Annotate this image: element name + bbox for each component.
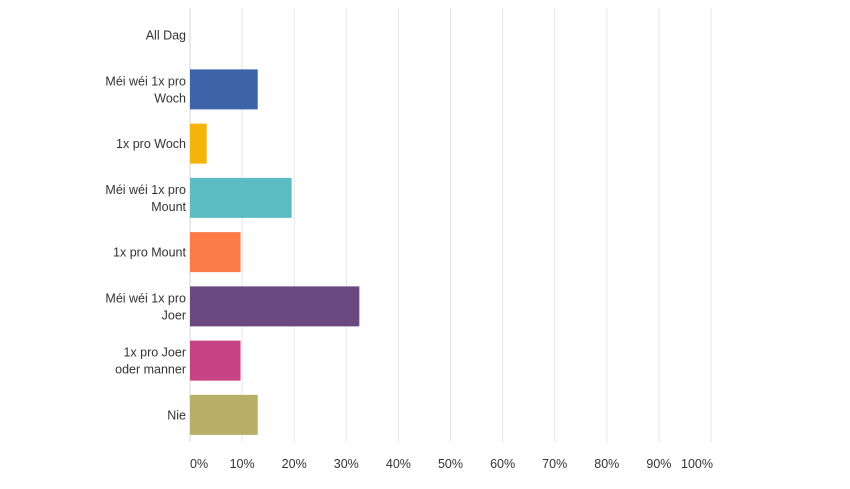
- x-tick-label-7: 70%: [542, 457, 567, 471]
- x-tick-label-6: 60%: [490, 457, 515, 471]
- category-label-6: 1x pro Joer oder manner: [115, 346, 186, 377]
- x-tick-label-1: 10%: [230, 457, 255, 471]
- x-tick-label-5: 50%: [438, 457, 463, 471]
- category-labels: All Dag Méi wéi 1x pro Woch 1x pro Woch Méi …: [105, 29, 186, 423]
- x-tick-labels: 0% 10% 20% 30% 40% 50% 60% 70% 80% 90% 100%: [190, 457, 713, 471]
- grid-lines: [189, 8, 712, 442]
- bar-6[interactable]: [190, 340, 241, 381]
- x-tick-label-3: 30%: [334, 457, 359, 471]
- x-tick-label-9: 90%: [646, 457, 671, 471]
- bar-7[interactable]: [190, 394, 258, 435]
- x-tick-label-4: 40%: [386, 457, 411, 471]
- bar-1[interactable]: [190, 69, 258, 110]
- category-label-0: All Dag: [146, 29, 186, 43]
- x-tick-label-2: 20%: [282, 457, 307, 471]
- bar-2[interactable]: [190, 123, 207, 164]
- bars: [190, 69, 360, 435]
- x-tick-label-8: 80%: [594, 457, 619, 471]
- category-label-3: Méi wéi 1x pro Mount: [105, 183, 186, 214]
- category-label-4: 1x pro Mount: [113, 246, 186, 260]
- bar-5[interactable]: [190, 286, 360, 327]
- x-tick-label-10: 100%: [681, 457, 713, 471]
- x-tick-label-0: 0%: [190, 457, 208, 471]
- bar-3[interactable]: [190, 177, 292, 218]
- category-label-1: Méi wéi 1x pro Woch: [105, 74, 186, 105]
- category-label-7: Nie: [167, 408, 186, 422]
- bar-4[interactable]: [190, 232, 241, 273]
- category-label-2: 1x pro Woch: [116, 137, 186, 151]
- category-label-5: Méi wéi 1x pro Joer: [105, 291, 186, 322]
